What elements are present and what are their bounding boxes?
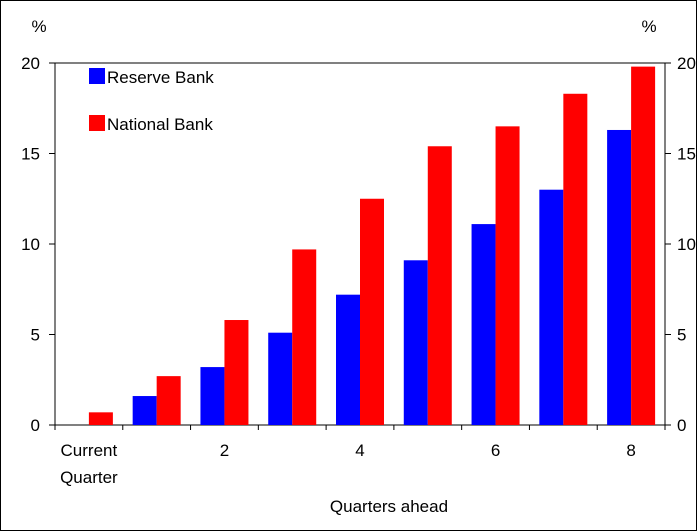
left-tick-label: 10 bbox=[21, 235, 40, 254]
bar-national-bank-7 bbox=[563, 93, 588, 426]
bar-reserve-bank-5 bbox=[403, 260, 428, 425]
x-tick-label: 8 bbox=[626, 441, 635, 460]
left-tick-label: 5 bbox=[31, 326, 40, 345]
bar-reserve-bank-4 bbox=[336, 294, 360, 425]
legend-label-reserve-bank: Reserve Bank bbox=[107, 68, 214, 87]
x-tick-label: 4 bbox=[355, 441, 364, 460]
bar-reserve-bank-2 bbox=[200, 367, 225, 425]
bar-national-bank-5 bbox=[427, 146, 452, 425]
bar-national-bank-0 bbox=[88, 412, 113, 425]
bar-national-bank-2 bbox=[224, 320, 249, 425]
x-tick-label: Current Quarter bbox=[60, 441, 118, 487]
right-tick-label: 10 bbox=[677, 235, 696, 254]
right-axis-unit: % bbox=[641, 17, 656, 36]
bar-reserve-bank-6 bbox=[471, 224, 496, 425]
x-tick-label: 2 bbox=[220, 441, 229, 460]
left-tick-label: 0 bbox=[31, 416, 40, 435]
bar-national-bank-3 bbox=[292, 249, 317, 425]
axes-layer: 0 0 5 5 10 10 15 15 20 20 Current Quarter 2 4 6 8 bbox=[21, 54, 696, 487]
bar-reserve-bank-8 bbox=[607, 129, 632, 425]
bar-national-bank-8 bbox=[631, 66, 656, 426]
bar-national-bank-6 bbox=[495, 126, 520, 425]
left-tick-label: 15 bbox=[21, 145, 40, 164]
right-tick-label: 5 bbox=[677, 326, 686, 345]
legend: Reserve Bank National Bank bbox=[89, 68, 214, 134]
bars-layer bbox=[88, 66, 656, 426]
bar-reserve-bank-7 bbox=[539, 189, 564, 425]
right-tick-label: 20 bbox=[677, 54, 696, 73]
bar-national-bank-4 bbox=[360, 198, 384, 425]
legend-swatch-national-bank bbox=[89, 115, 105, 131]
right-tick-label: 15 bbox=[677, 145, 696, 164]
x-tick-label: 6 bbox=[491, 441, 500, 460]
left-tick-label: 20 bbox=[21, 54, 40, 73]
bar-reserve-bank-1 bbox=[132, 396, 157, 425]
bar-reserve-bank-3 bbox=[268, 332, 293, 425]
legend-label-national-bank: National Bank bbox=[107, 115, 213, 134]
left-axis-unit: % bbox=[31, 17, 46, 36]
x-axis-title: Quarters ahead bbox=[330, 497, 448, 516]
right-tick-label: 0 bbox=[677, 416, 686, 435]
legend-swatch-reserve-bank bbox=[89, 68, 105, 84]
bar-national-bank-1 bbox=[156, 376, 181, 425]
